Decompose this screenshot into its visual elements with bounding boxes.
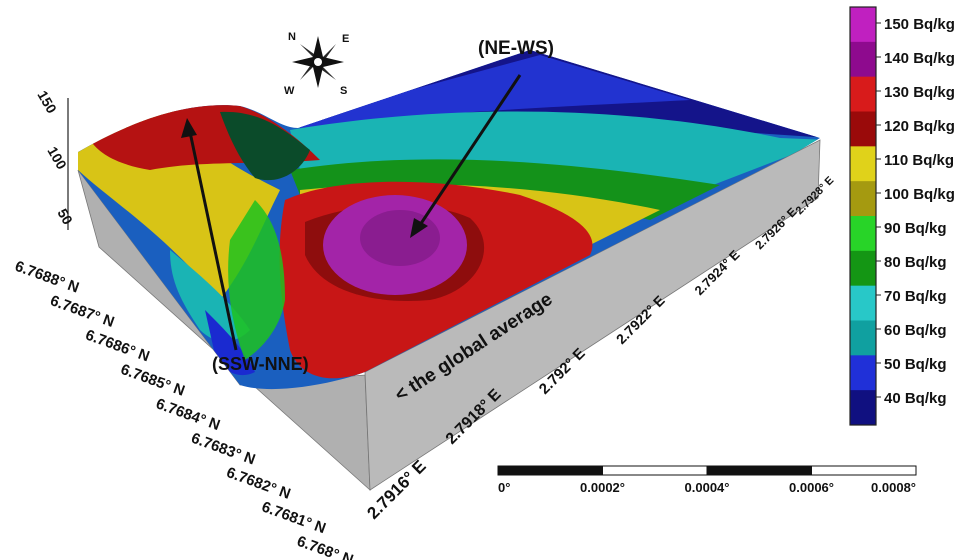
colorbar-legend: 150 Bq/kg 140 Bq/kg 130 Bq/kg 120 Bq/kg 110 …: [849, 6, 955, 426]
arrow-ssw-nne: [188, 131, 238, 351]
colorbar-band: [850, 285, 876, 321]
latitude-tick-label: 6.7687° N: [48, 292, 117, 331]
annotation-ssw-nne: (SSW-NNE): [212, 354, 309, 374]
latitude-tick-label: 6.7683° N: [189, 430, 258, 469]
colorbar-frame: [849, 6, 877, 426]
colorbar-band: [850, 181, 876, 217]
latitude-tick-label: 6.7685° N: [118, 361, 187, 400]
colorbar-band: [850, 390, 876, 426]
arrowhead-ssw-nne: [181, 118, 197, 138]
colorbar-label: 80 Bq/kg: [884, 254, 947, 271]
scale-bar-segment: [706, 465, 812, 476]
compass-east: E: [342, 33, 349, 45]
scale-bar-segment: [811, 465, 917, 476]
scale-bar-label: 0.0008°: [871, 480, 916, 495]
colorbar-band: [850, 146, 876, 182]
z-tick-label: 50: [54, 206, 76, 228]
annotation-ne-ws: (NE-WS): [478, 38, 554, 59]
zone-cyan: [290, 111, 820, 190]
latitude-tick-label: 6.7682° N: [224, 464, 293, 503]
arrow-ne-ws: [416, 74, 522, 229]
scale-bar-segment: [497, 465, 603, 476]
colorbar-label: 110 Bq/kg: [884, 152, 954, 169]
colorbar-band: [850, 250, 876, 287]
zone-blue: [300, 55, 690, 128]
compass-rose: N E S W: [284, 31, 349, 97]
colorbar-label: 120 Bq/kg: [884, 118, 955, 135]
colorbar-band: [850, 41, 876, 78]
colorbar-label: 40 Bq/kg: [884, 390, 947, 407]
colorbar-label: 150 Bq/kg: [884, 16, 955, 33]
colorbar-band: [850, 216, 876, 252]
scale-bar-label: 0.0004°: [685, 480, 730, 495]
latitude-tick-label: 6.7686° N: [83, 327, 152, 366]
colorbar-label: 130 Bq/kg: [884, 84, 955, 101]
zone-purple-core: [360, 210, 440, 266]
south-side-face: [364, 139, 821, 491]
colorbar-label: 140 Bq/kg: [884, 50, 955, 67]
colorbar-label: 100 Bq/kg: [884, 186, 955, 203]
scale-bar-segment: [602, 465, 708, 476]
z-tick-label: 100: [44, 144, 70, 172]
colorbar-label: 70 Bq/kg: [884, 288, 947, 305]
scale-bar-label: 0.0002°: [580, 480, 625, 495]
latitude-tick-label: 6.768° N: [295, 533, 356, 560]
colorbar-band: [850, 7, 876, 43]
compass-north: N: [288, 31, 296, 43]
compass-south: S: [340, 85, 347, 97]
latitude-tick-label: 6.7684° N: [154, 395, 223, 434]
colorbar-label: 50 Bq/kg: [884, 356, 947, 373]
colorbar-label: 90 Bq/kg: [884, 220, 947, 237]
arrowhead-ne-ws: [410, 218, 428, 238]
scale-bar-label: 0°: [498, 480, 510, 495]
colorbar-band: [850, 320, 876, 356]
colorbar-label: 60 Bq/kg: [884, 322, 947, 339]
latitude-tick-label: 6.7681° N: [259, 498, 328, 537]
colorbar-band: [850, 355, 876, 391]
z-axis: 150 100 50: [34, 88, 76, 230]
scale-bar-label: 0.0006°: [789, 480, 834, 495]
colorbar-band: [850, 111, 876, 147]
z-tick-label: 150: [34, 88, 60, 116]
compass-west: W: [284, 85, 295, 97]
annotation-arrows: [181, 74, 522, 351]
colorbar-band: [850, 76, 876, 112]
zone-dark-shadow: [220, 111, 310, 181]
scale-bar: 0° 0.0002° 0.0004° 0.0006° 0.0008°: [497, 465, 917, 495]
zone-green-middle: [228, 200, 285, 360]
latitude-tick-label: 6.7688° N: [13, 258, 82, 297]
